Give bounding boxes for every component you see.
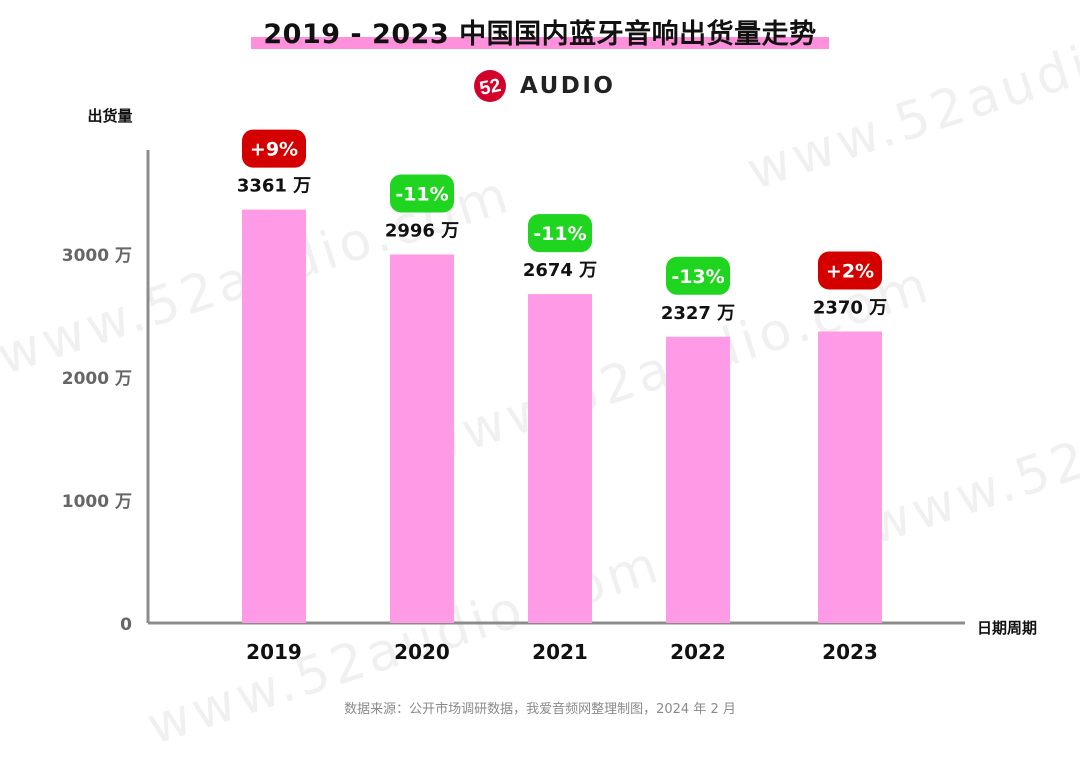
y-tick-label: 1000 万 — [62, 492, 132, 512]
x-axis-title: 日期周期 — [977, 619, 1037, 637]
chart-title: 2019 - 2023 中国国内蓝牙音响出货量走势 — [251, 12, 829, 51]
source-note: 数据来源：公开市场调研数据，我爱音频网整理制图，2024 年 2 月 — [344, 702, 736, 717]
x-tick-label: 2021 — [532, 640, 588, 664]
data-label: 2370 万 — [813, 297, 887, 318]
y-axis-title: 出货量 — [87, 107, 132, 125]
logo-text: AUDIO — [520, 73, 616, 99]
y-tick-label: 2000 万 — [62, 369, 132, 389]
data-label: 2674 万 — [523, 260, 597, 281]
title-area: 2019 - 2023 中国国内蓝牙音响出货量走势 — [0, 12, 1080, 51]
x-tick-label: 2019 — [246, 640, 302, 664]
change-badge-label: -11% — [533, 223, 586, 245]
x-tick-label: 2023 — [822, 640, 878, 664]
change-badge-label: +9% — [250, 139, 298, 161]
change-badge — [666, 256, 730, 295]
bar — [528, 294, 592, 623]
change-badge — [528, 214, 592, 253]
change-badge-label: -11% — [395, 183, 448, 205]
change-badge — [242, 129, 306, 168]
logo-mark-icon: 52 — [474, 70, 506, 102]
data-label: 3361 万 — [237, 176, 311, 197]
y-tick-label: 0 — [120, 615, 132, 635]
change-badge — [390, 174, 454, 213]
bar — [390, 254, 454, 623]
x-tick-label: 2022 — [670, 640, 726, 664]
chart-title-text: 2019 - 2023 中国国内蓝牙音响出货量走势 — [263, 19, 817, 50]
logo-mark-text: 52 — [478, 75, 503, 100]
data-label: 2996 万 — [385, 220, 459, 241]
change-badge — [818, 251, 882, 290]
data-label: 2327 万 — [661, 303, 735, 324]
y-tick-label: 3000 万 — [62, 246, 132, 266]
bar — [666, 336, 730, 623]
change-badge-label: -13% — [671, 266, 724, 288]
bar — [818, 331, 882, 623]
change-badge-label: +2% — [826, 260, 874, 282]
brand-logo: 52 AUDIO — [472, 68, 615, 104]
bar — [242, 209, 306, 624]
x-tick-label: 2020 — [394, 640, 450, 664]
